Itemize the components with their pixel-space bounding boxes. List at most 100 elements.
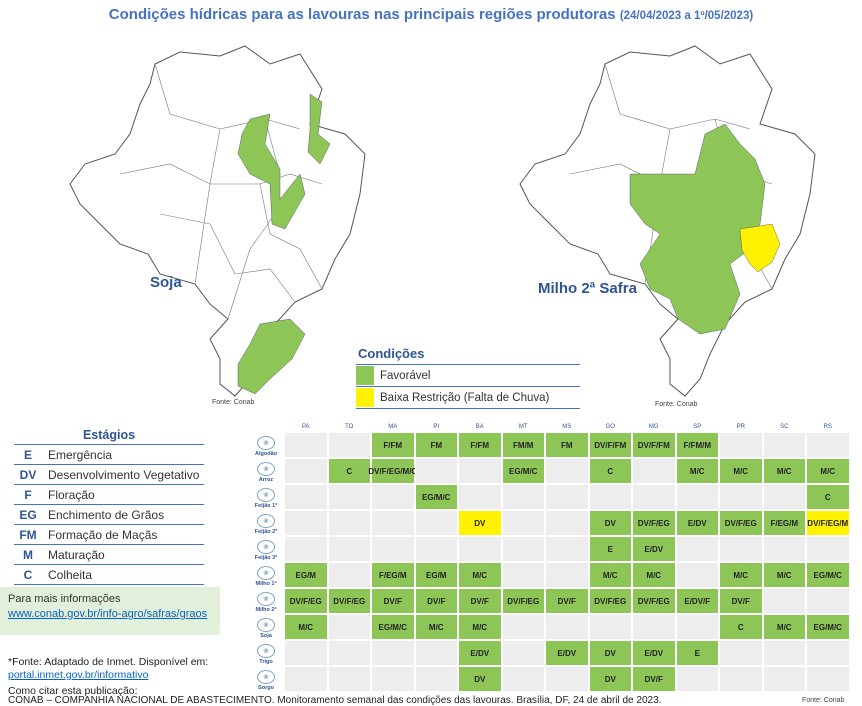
table-cell xyxy=(371,510,415,536)
state-header: PR xyxy=(719,424,763,431)
table-cell: E/DV xyxy=(632,640,676,666)
crop-name: Milho 2ª xyxy=(248,607,284,613)
table-cell xyxy=(589,614,633,640)
table-cell: DV/F/FM xyxy=(589,432,633,458)
table-cell xyxy=(806,588,850,614)
table-cell: DV/F xyxy=(632,666,676,692)
crop-icon: ❀ xyxy=(257,540,275,554)
table-cell: C xyxy=(589,458,633,484)
estagio-row: F Floração xyxy=(14,484,204,504)
table-cell: E/DV/F xyxy=(676,588,720,614)
soja-fonte: Fonte: Conab xyxy=(212,399,254,406)
table-cell xyxy=(458,536,502,562)
table-cell xyxy=(284,458,328,484)
table-cell: M/C xyxy=(589,562,633,588)
table-cell: F/FM xyxy=(458,432,502,458)
table-cell: M/C xyxy=(632,562,676,588)
table-cell: DV/F/EG xyxy=(632,588,676,614)
table-cell xyxy=(328,484,372,510)
table-cell xyxy=(284,666,328,692)
info-box: Para mais informações www.conab.gov.br/i… xyxy=(0,587,220,635)
table-cell: DV/F/EG/M/C xyxy=(371,458,415,484)
table-cell: C xyxy=(719,614,763,640)
crop-icon: ❀ xyxy=(257,566,275,580)
estagio-desc: Floração xyxy=(42,488,95,502)
table-cell xyxy=(458,458,502,484)
title-period: (24/04/2023 a 1º/05/2023) xyxy=(620,10,753,22)
table-cell xyxy=(676,562,720,588)
table-cell xyxy=(458,484,502,510)
table-cell: M/C xyxy=(458,614,502,640)
table-cell xyxy=(328,666,372,692)
condicoes-label: Baixa Restrição (Falta de Chuva) xyxy=(380,392,549,404)
table-cell xyxy=(763,432,807,458)
table-cell xyxy=(284,536,328,562)
crop-name: Soja xyxy=(248,633,284,639)
estagio-desc: Colheita xyxy=(42,568,92,582)
title-main: Condições hídricas para as lavouras nas … xyxy=(109,6,616,23)
crop-label: ❀ Soja xyxy=(248,618,284,639)
table-cell xyxy=(502,484,546,510)
crop-label: ❀ Milho 2ª xyxy=(248,592,284,613)
table-cell xyxy=(328,640,372,666)
table-cell: F/EG/M xyxy=(763,510,807,536)
table-cell xyxy=(676,614,720,640)
table-cell: E xyxy=(676,640,720,666)
table-cell xyxy=(763,666,807,692)
table-cell xyxy=(632,614,676,640)
table-cell xyxy=(763,588,807,614)
table-cell xyxy=(284,484,328,510)
table-cell xyxy=(328,432,372,458)
table-cell xyxy=(589,484,633,510)
estagio-row: C Colheita xyxy=(14,564,204,585)
crop-name: Milho 1ª xyxy=(248,581,284,587)
crop-label: ❀ Algodão xyxy=(248,436,284,457)
table-cell: EG/M/C xyxy=(371,614,415,640)
table-cell: F/FM xyxy=(371,432,415,458)
table-cell xyxy=(719,432,763,458)
table-cell: M/C xyxy=(458,562,502,588)
state-header: MS xyxy=(545,424,589,431)
table-cell xyxy=(545,614,589,640)
condicoes-item-baixa-restricao: Baixa Restrição (Falta de Chuva) xyxy=(356,386,580,409)
table-cell: M/C xyxy=(719,562,763,588)
table-cell: DV xyxy=(458,510,502,536)
table-cell: DV/F/EG xyxy=(719,510,763,536)
table-cell xyxy=(676,536,720,562)
table-cell xyxy=(502,510,546,536)
estagios-legend: Estágios E Emergência DV Desenvolvimento V… xyxy=(14,428,204,585)
table-cell: DV/F/FM xyxy=(632,432,676,458)
crop-icon: ❀ xyxy=(257,592,275,606)
crop-name: Arroz xyxy=(248,477,284,483)
crop-icon: ❀ xyxy=(257,462,275,476)
condicoes-label: Favorável xyxy=(380,370,431,382)
crop-name: Sorgo xyxy=(248,685,284,691)
crop-label: ❀ Feijão 2ª xyxy=(248,514,284,535)
swatch-baixa-restricao xyxy=(356,388,374,407)
table-cell: C xyxy=(328,458,372,484)
state-header: MT xyxy=(502,424,546,431)
table-cell: M/C xyxy=(719,458,763,484)
estagio-desc: Formação de Maçãs xyxy=(42,528,157,542)
table-cell xyxy=(371,536,415,562)
brazil-outline xyxy=(70,46,365,396)
soja-label: Soja xyxy=(150,274,182,291)
crop-icon: ❀ xyxy=(257,618,275,632)
info-link[interactable]: www.conab.gov.br/info-agro/safras/graos xyxy=(8,608,220,620)
table-cell: DV xyxy=(458,666,502,692)
table-cell xyxy=(415,510,459,536)
state-header: MG xyxy=(632,424,676,431)
table-cell xyxy=(415,640,459,666)
crop-icon: ❀ xyxy=(257,488,275,502)
state-header: RS xyxy=(806,424,850,431)
state-header: SC xyxy=(763,424,807,431)
table-cell: DV/F/EG/M xyxy=(806,510,850,536)
crop-label: ❀ Arroz xyxy=(248,462,284,483)
table-cell xyxy=(719,666,763,692)
estagio-row: DV Desenvolvimento Vegetativo xyxy=(14,464,204,484)
footer-fonte-link[interactable]: portal.inmet.gov.br/informativo xyxy=(8,669,148,681)
estagios-title: Estágios xyxy=(14,428,204,444)
table-cell xyxy=(371,640,415,666)
crop-label: ❀ Milho 1ª xyxy=(248,566,284,587)
table-cell xyxy=(545,562,589,588)
